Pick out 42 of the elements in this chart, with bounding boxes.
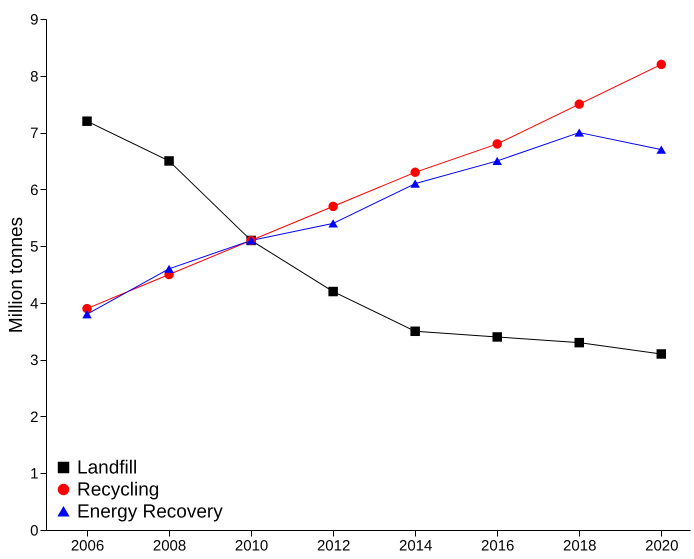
point xyxy=(656,349,666,359)
legend-label: Energy Recovery xyxy=(77,502,224,522)
y-tick-label: 3 xyxy=(30,352,38,370)
y-axis-title: Million tonnes xyxy=(6,216,28,334)
y-tick-label: 5 xyxy=(30,238,38,256)
point xyxy=(492,332,502,342)
x-tick-label: 2010 xyxy=(234,538,268,554)
point xyxy=(492,139,502,149)
y-tick-label: 2 xyxy=(30,408,38,426)
y-tick-label: 8 xyxy=(30,68,38,86)
point xyxy=(410,326,420,336)
x-tick-label: 2016 xyxy=(481,538,514,554)
point xyxy=(164,264,174,273)
point xyxy=(574,99,584,109)
y-tick-label: 6 xyxy=(30,182,38,199)
x-tick-label: 2014 xyxy=(398,538,432,554)
point xyxy=(656,145,666,154)
legend-label: Recycling xyxy=(77,480,160,500)
y-tick-label: 0 xyxy=(30,522,38,540)
point xyxy=(328,202,338,212)
x-tick-label: 2006 xyxy=(70,538,104,554)
point xyxy=(328,219,338,228)
point xyxy=(164,156,174,166)
point xyxy=(574,128,584,137)
y-tick-label: 4 xyxy=(30,295,38,312)
y-tick-label: 1 xyxy=(30,466,38,483)
point xyxy=(492,156,502,166)
y-tick-label: 9 xyxy=(30,12,38,28)
point xyxy=(82,304,92,314)
point xyxy=(410,168,420,178)
point xyxy=(82,116,92,126)
x-tick-label: 2012 xyxy=(316,538,350,554)
x-tick-label: 2008 xyxy=(152,538,186,554)
point xyxy=(574,338,584,348)
point xyxy=(82,310,92,318)
x-tick-label: 2020 xyxy=(645,538,678,554)
point xyxy=(656,60,666,70)
y-tick-label: 7 xyxy=(30,125,38,142)
point xyxy=(328,286,338,296)
x-tick-label: 2018 xyxy=(563,538,596,554)
point xyxy=(410,180,420,188)
legend-label: Landfill xyxy=(77,458,138,478)
